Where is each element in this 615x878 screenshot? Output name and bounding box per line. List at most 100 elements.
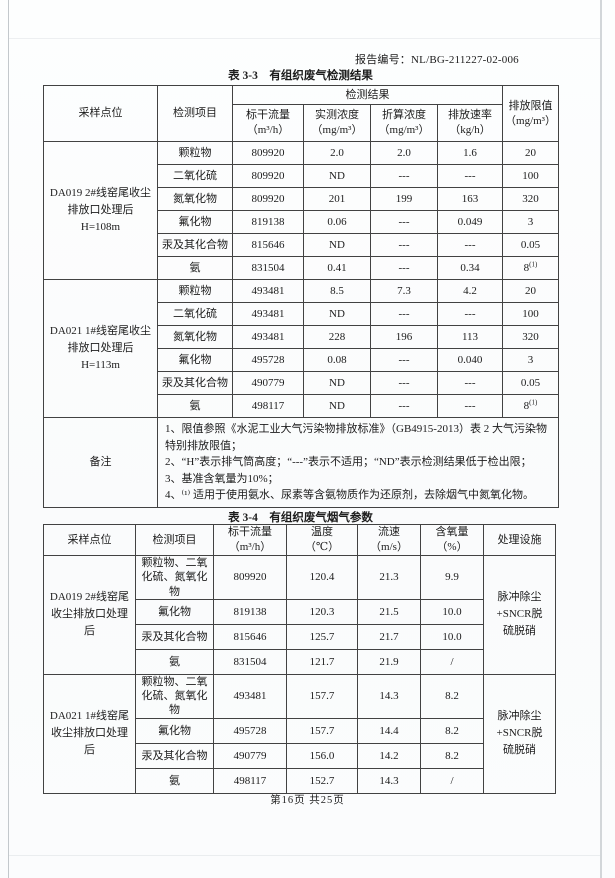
item-cell: 颗粒物 (157, 279, 233, 303)
flow-cell: 493481 (213, 673, 287, 719)
table33-header-row2: 标干流量 （m³/h） 实测浓度 （mg/m³） 折算浓度 （mg/m³） 排放… (44, 104, 559, 142)
limit-cell: 100 (502, 302, 559, 326)
page-right-edge (600, 0, 602, 878)
temp-cell: 125.7 (286, 623, 358, 650)
point-line: H=113m (81, 359, 120, 372)
flow-cell: 809920 (232, 164, 304, 188)
limit-cell: 8(1) (502, 256, 559, 280)
table34-header-row: 采样点位 检测项目 标干流量 （m³/h） 温度 （℃） 流速 （m/s） 含氧… (43, 524, 556, 556)
remark-line: 3、基准含氧量为10%； (165, 472, 279, 485)
sampling-point-cell: DA019 2#线窑尾收尘 排放口处理后 H=108m (43, 141, 158, 280)
table-row: 汞及其化合物 815646 ND --- --- 0.05 (44, 233, 559, 257)
table33-title: 表 3-3 有组织废气检测结果 (228, 70, 373, 82)
limit-value: 20 (525, 146, 536, 159)
measured-cell: ND (303, 394, 371, 418)
item-cell: 氟化物 (135, 717, 214, 744)
flow-cell: 498117 (232, 394, 304, 418)
sampling-point-cell: DA019 2#线窑尾 收尘排放口处理 后 (43, 555, 136, 675)
limit-value: 0.05 (520, 376, 541, 389)
header-temperature: 温度 （℃） (286, 524, 358, 556)
point-line: 收尘排放口处理 (51, 608, 128, 621)
flow-cell: 493481 (232, 279, 304, 303)
limit-value: 0.05 (520, 238, 541, 251)
item-cell: 氨 (157, 394, 233, 418)
item-cell: 二氧化硫 (157, 302, 233, 326)
converted-cell: --- (370, 256, 438, 280)
scan-artifact-bottom-line (9, 855, 600, 856)
header-speed-unit: （m/s） (370, 541, 408, 553)
treatment-line: 硫脱硝 (503, 625, 536, 638)
measured-cell: 228 (303, 325, 371, 349)
measured-cell: 0.06 (303, 210, 371, 234)
limit-value: 100 (522, 307, 539, 320)
limit-footnote: (1) (529, 398, 538, 407)
report-number-label: 报告编号： (355, 54, 411, 66)
item-cell: 汞及其化合物 (157, 233, 233, 257)
converted-cell: --- (370, 233, 438, 257)
header-velocity: 流速 （m/s） (357, 524, 421, 556)
rate-cell: 163 (437, 187, 503, 211)
table-row: 二氧化硫 493481 ND --- --- 100 (44, 302, 559, 326)
converted-cell: 196 (370, 325, 438, 349)
measured-cell: ND (303, 302, 371, 326)
item-cell: 颗粒物、二氧化硫、氮氧化物 (135, 555, 214, 600)
sampling-point-cell: DA021 1#线窑尾 收尘排放口处理 后 (43, 673, 136, 794)
treatment-line: 脉冲除尘 (497, 710, 542, 723)
measured-cell: 2.0 (303, 141, 371, 165)
header-converted-unit: （mg/m³） (378, 124, 430, 136)
measured-cell: ND (303, 233, 371, 257)
temp-cell: 157.7 (286, 717, 358, 744)
header-flow-unit: （m³/h） (228, 541, 272, 553)
remark-label: 备注 (43, 417, 158, 508)
point-line: H=108m (80, 221, 121, 234)
converted-cell: --- (370, 348, 438, 372)
table-row: 氨 498117 152.7 14.3 / (44, 767, 556, 794)
speed-cell: 14.3 (357, 767, 421, 794)
point-line: DA021 1#线窑尾收尘 (49, 324, 152, 337)
rate-cell: 0.040 (437, 348, 503, 372)
limit-cell: 3 (502, 210, 559, 234)
rate-cell: 4.2 (437, 279, 503, 303)
speed-cell: 14.2 (357, 742, 421, 769)
measured-cell: 201 (303, 187, 371, 211)
remark-line: 2、“H”表示排气筒高度；“---”表示不适用；“ND”表示检测结果低于检出限； (165, 456, 532, 469)
rate-cell: 0.049 (437, 210, 503, 234)
table-row: 氨 831504 0.41 --- 0.34 8(1) (44, 256, 559, 280)
limit-value: 3 (527, 353, 534, 366)
limit-cell: 0.05 (502, 371, 559, 395)
point-line: 排放口处理后 (67, 203, 134, 216)
limit-cell: 0.05 (502, 233, 559, 257)
item-cell: 二氧化硫 (157, 164, 233, 188)
item-cell: 氨 (135, 648, 214, 675)
temp-cell: 152.7 (286, 767, 358, 794)
point-line: 后 (84, 625, 95, 638)
limit-value: 100 (522, 169, 539, 182)
table33-header-row1: 采样点位 检测项目 检测结果 排放限值 （mg/m³） (43, 85, 559, 142)
point-line: 收尘排放口处理 (51, 727, 128, 740)
speed-cell: 21.7 (357, 623, 421, 650)
header-temp-unit: （℃） (304, 541, 340, 553)
remark-line: 4、⁽¹⁾ 适用于使用氨水、尿素等含氨物质作为还原剂，去除烟气中氮氧化物。 (165, 489, 534, 502)
flow-cell: 490779 (213, 742, 287, 769)
header-test-item: 检测项目 (157, 85, 233, 142)
table-row: DA021 1#线窑尾收尘 排放口处理后 H=113m 颗粒物 493481 8… (43, 279, 559, 418)
item-cell: 氟化物 (157, 348, 233, 372)
flow-cell: 831504 (232, 256, 304, 280)
remark-body: 1、限值参照《水泥工业大气污染物排放标准》（GB4915-2013）表 2 大气… (157, 417, 559, 508)
limit-cell: 320 (502, 325, 559, 349)
item-cell: 氨 (135, 767, 214, 794)
header-rate-unit: （kg/h） (449, 124, 491, 136)
limit-footnote: (1) (529, 260, 538, 269)
converted-cell: --- (370, 164, 438, 188)
item-cell: 氟化物 (157, 210, 233, 234)
item-cell: 氮氧化物 (157, 325, 233, 349)
limit-cell: 3 (502, 348, 559, 372)
converted-cell: 7.3 (370, 279, 438, 303)
oxygen-cell: 8.2 (420, 742, 484, 769)
header-speed-name: 流速 (378, 526, 400, 539)
flow-cell: 490779 (232, 371, 304, 395)
flow-cell: 498117 (213, 767, 287, 794)
remark-row: 备注 1、限值参照《水泥工业大气污染物排放标准》（GB4915-2013）表 2… (43, 417, 559, 508)
rate-cell: 1.6 (437, 141, 503, 165)
header-flow: 标干流量 （m³/h） (213, 524, 287, 556)
